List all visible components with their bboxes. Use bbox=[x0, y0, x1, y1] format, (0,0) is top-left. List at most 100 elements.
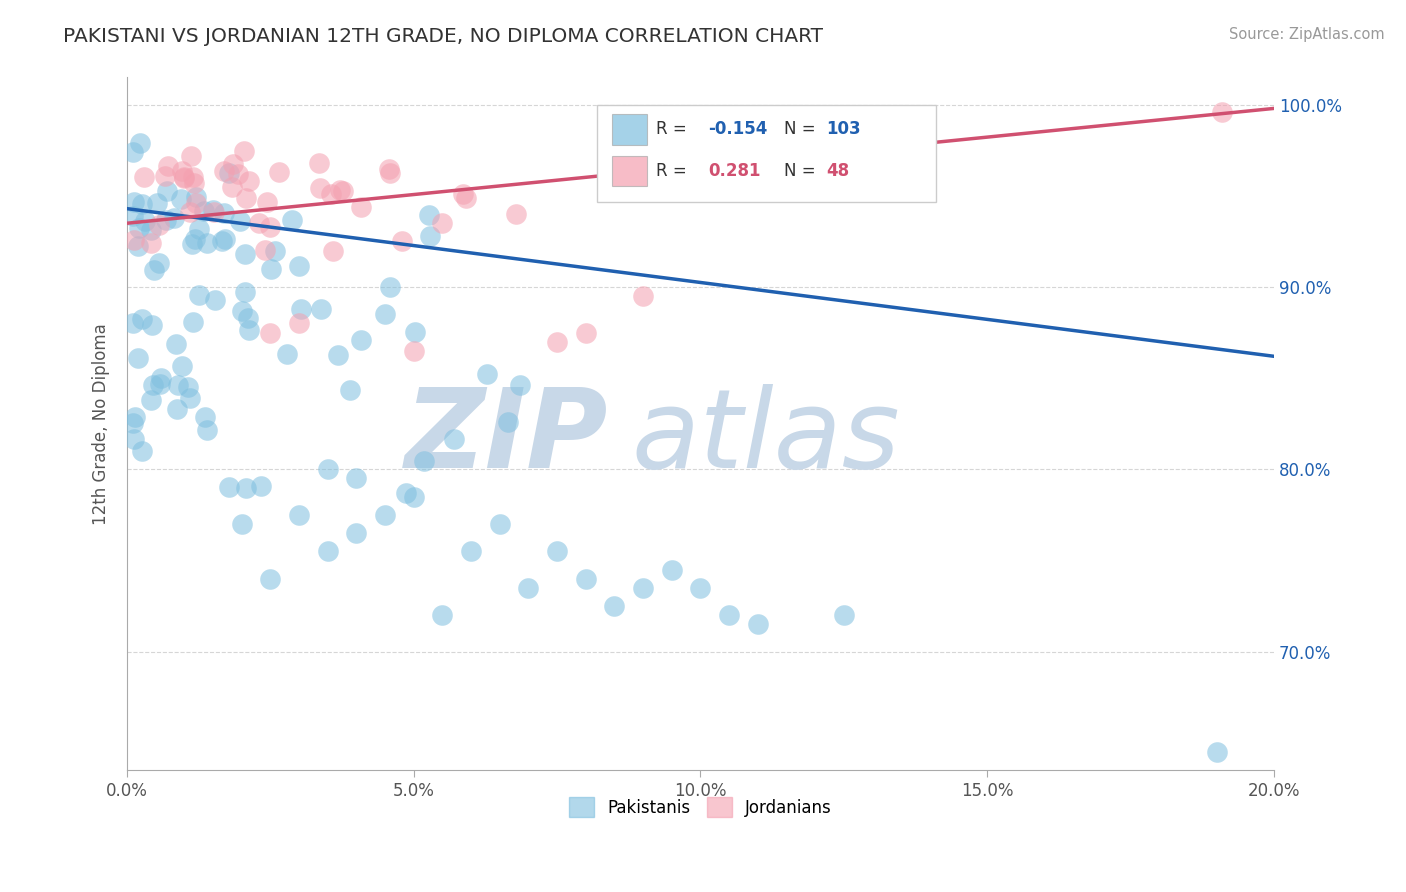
Text: 103: 103 bbox=[827, 120, 862, 138]
Point bbox=[156, 159, 179, 173]
Point bbox=[235, 481, 257, 495]
Point bbox=[249, 479, 271, 493]
Point bbox=[195, 236, 218, 251]
Point bbox=[173, 170, 195, 185]
Point bbox=[747, 617, 769, 632]
Point bbox=[202, 202, 225, 217]
Point bbox=[139, 223, 162, 237]
Point bbox=[309, 302, 332, 317]
Point bbox=[195, 423, 218, 437]
Point bbox=[150, 371, 173, 385]
Point bbox=[149, 377, 172, 392]
Point bbox=[141, 393, 163, 408]
Text: 0.281: 0.281 bbox=[709, 162, 761, 180]
Point bbox=[460, 544, 482, 558]
Point bbox=[378, 280, 401, 294]
Point bbox=[122, 432, 145, 446]
Point bbox=[218, 480, 240, 494]
Text: ZIP: ZIP bbox=[405, 384, 609, 491]
Point bbox=[146, 195, 169, 210]
Text: N =: N = bbox=[785, 120, 815, 138]
Point bbox=[488, 516, 510, 531]
Text: N =: N = bbox=[785, 162, 815, 180]
Point bbox=[180, 149, 202, 163]
Point bbox=[139, 235, 162, 250]
Point bbox=[1205, 745, 1227, 759]
Text: PAKISTANI VS JORDANIAN 12TH GRADE, NO DIPLOMA CORRELATION CHART: PAKISTANI VS JORDANIAN 12TH GRADE, NO DI… bbox=[63, 27, 824, 45]
Point bbox=[187, 288, 209, 302]
Point bbox=[395, 486, 418, 500]
Point bbox=[128, 136, 150, 150]
Point bbox=[166, 378, 188, 392]
Point bbox=[228, 214, 250, 228]
Point bbox=[131, 196, 153, 211]
Point bbox=[418, 208, 440, 222]
Point bbox=[156, 184, 179, 198]
Point bbox=[631, 289, 654, 303]
Point bbox=[173, 169, 195, 184]
Point bbox=[128, 221, 150, 235]
Point bbox=[308, 180, 330, 194]
Point bbox=[288, 259, 311, 273]
Point bbox=[193, 203, 215, 218]
Point bbox=[165, 336, 187, 351]
Point bbox=[378, 165, 401, 179]
Point bbox=[122, 417, 145, 431]
Point bbox=[181, 316, 204, 330]
Point bbox=[204, 293, 226, 307]
Point bbox=[326, 348, 349, 362]
Point bbox=[211, 234, 233, 248]
Point bbox=[238, 174, 260, 188]
Point bbox=[232, 145, 254, 159]
Point bbox=[546, 334, 568, 349]
Point bbox=[308, 156, 330, 170]
Point bbox=[155, 169, 177, 183]
Text: Source: ZipAtlas.com: Source: ZipAtlas.com bbox=[1229, 27, 1385, 42]
Point bbox=[142, 377, 165, 392]
Point bbox=[432, 216, 454, 230]
Point bbox=[231, 303, 253, 318]
Point bbox=[443, 432, 465, 446]
Point bbox=[155, 213, 177, 227]
Point bbox=[186, 196, 208, 211]
Point bbox=[179, 391, 201, 405]
Point bbox=[413, 454, 436, 468]
Point bbox=[344, 471, 367, 485]
Point bbox=[163, 211, 186, 225]
Point bbox=[212, 205, 235, 219]
Point bbox=[374, 307, 396, 321]
Point bbox=[316, 462, 339, 476]
Point bbox=[575, 572, 598, 586]
Point bbox=[121, 209, 143, 223]
Point bbox=[170, 164, 193, 178]
Point bbox=[374, 508, 396, 522]
Point bbox=[131, 444, 153, 458]
Point bbox=[603, 599, 626, 613]
Point bbox=[221, 179, 243, 194]
Point bbox=[517, 581, 540, 595]
Text: -0.154: -0.154 bbox=[709, 120, 768, 138]
Point bbox=[505, 207, 527, 221]
Point bbox=[350, 200, 373, 214]
Point bbox=[496, 415, 519, 429]
Point bbox=[183, 176, 205, 190]
Point bbox=[832, 608, 855, 623]
Point bbox=[233, 247, 256, 261]
Point bbox=[134, 214, 156, 228]
Point bbox=[131, 312, 153, 326]
Point bbox=[259, 326, 281, 340]
Bar bbox=[612, 156, 647, 186]
Point bbox=[188, 221, 211, 235]
Text: R =: R = bbox=[655, 120, 692, 138]
Point bbox=[402, 490, 425, 504]
Point bbox=[183, 169, 205, 184]
Point bbox=[179, 205, 201, 219]
Point bbox=[276, 347, 298, 361]
Point bbox=[143, 262, 166, 277]
Point bbox=[148, 218, 170, 232]
Point bbox=[238, 323, 260, 337]
Point bbox=[288, 317, 311, 331]
Point bbox=[264, 244, 287, 259]
Point bbox=[391, 235, 413, 249]
Point bbox=[546, 544, 568, 558]
